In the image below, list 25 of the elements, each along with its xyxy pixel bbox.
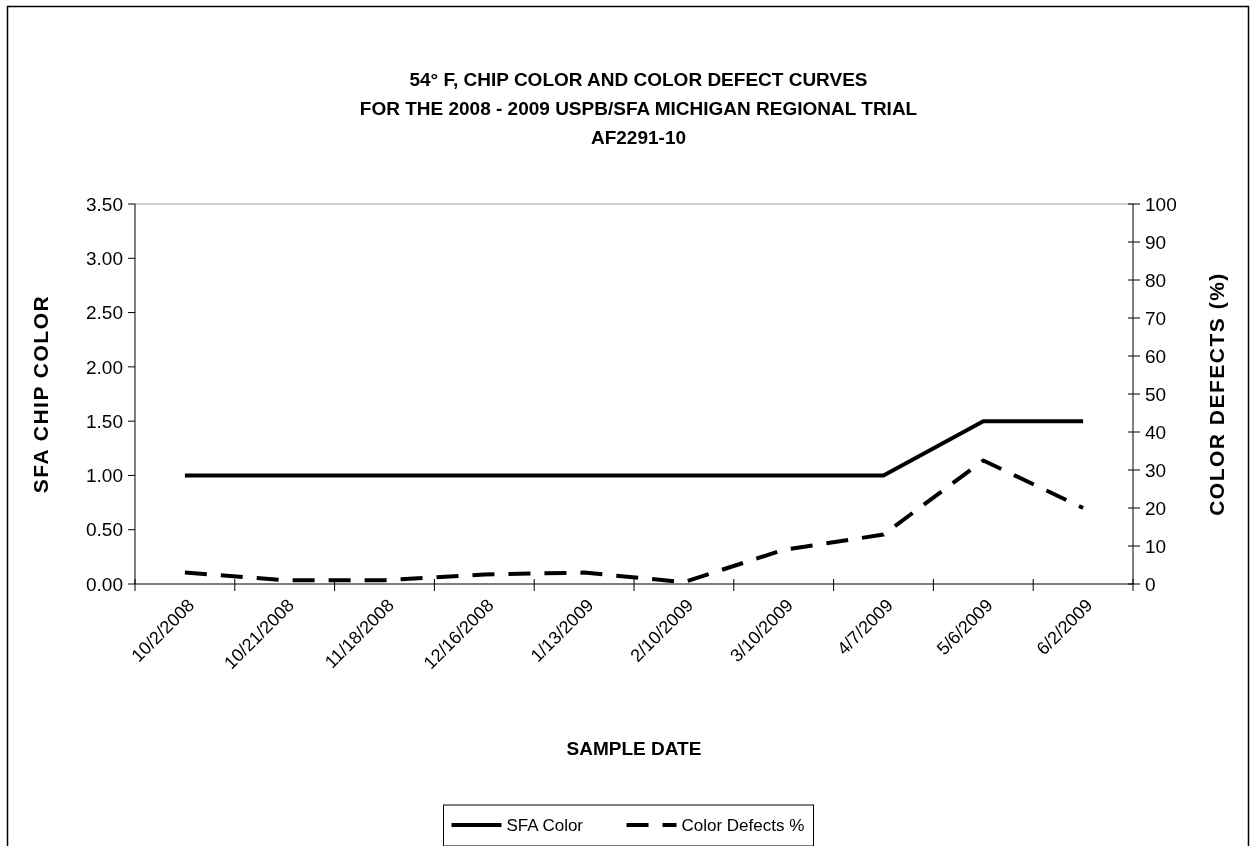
- y2-axis-title: COLOR DEFECTS (%): [1205, 272, 1228, 516]
- y-tick-label: 0.00: [86, 573, 123, 595]
- y2-tick-label: 20: [1145, 497, 1167, 519]
- y2-tick-label: 0: [1145, 573, 1156, 595]
- y2-tick-label: 60: [1145, 345, 1167, 367]
- y-tick-label: 2.00: [86, 356, 123, 378]
- y2-tick-label: 50: [1145, 383, 1167, 405]
- y2-tick-label: 10: [1145, 535, 1167, 557]
- y-tick-label: 3.00: [86, 247, 123, 269]
- y-axis-title: SFA CHIP COLOR: [29, 294, 52, 494]
- y2-tick-label: 100: [1145, 193, 1177, 215]
- chart-title: 54° F, CHIP COLOR AND COLOR DEFECT CURVES FOR THE 2008 - 2009 USPB/SFA MICHIGAN REGIONAL TRIAL AF2291-10: [359, 69, 918, 148]
- y-tick-label: 2.50: [86, 302, 123, 324]
- y-tick-label: 3.50: [86, 193, 123, 215]
- y2-tick-label: 80: [1145, 269, 1167, 291]
- y-tick-label: 1.00: [86, 465, 123, 487]
- y2-tick-label: 90: [1145, 231, 1167, 253]
- y2-tick-label: 40: [1145, 421, 1167, 443]
- y-tick-label: 0.50: [86, 519, 123, 541]
- y2-tick-label: 30: [1145, 459, 1167, 481]
- y-tick-label: 1.50: [86, 410, 123, 432]
- legend-label: SFA Color: [506, 815, 584, 835]
- y2-tick-label: 70: [1145, 307, 1167, 329]
- legend-label: Color Defects %: [681, 815, 805, 835]
- x-axis-title: SAMPLE DATE: [566, 738, 702, 759]
